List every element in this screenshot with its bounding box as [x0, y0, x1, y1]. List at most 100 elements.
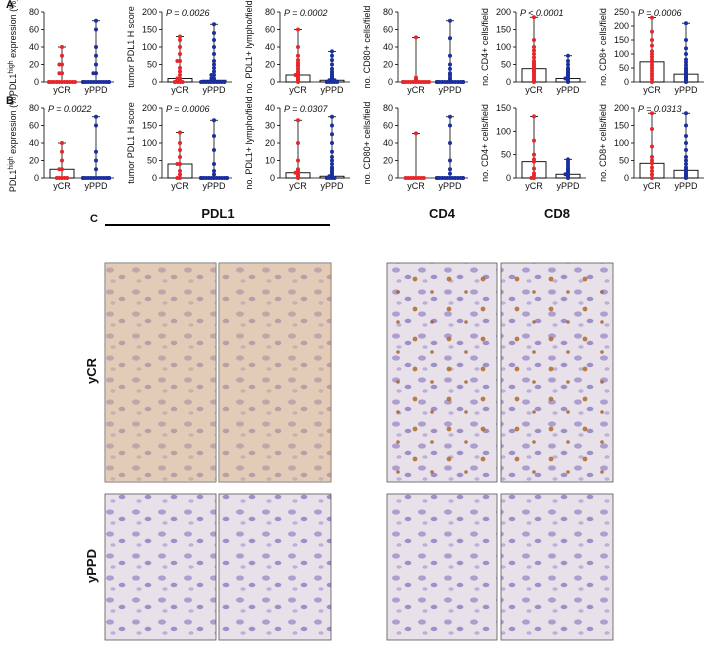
data-point	[54, 176, 59, 180]
data-point	[532, 38, 536, 42]
data-point	[435, 176, 439, 180]
data-point	[684, 57, 688, 62]
panel-label: B	[6, 95, 14, 107]
y-tick-label: 40	[265, 103, 275, 113]
subplot: no. PDL1+ lympho/field 0 20 40 60 80 P = 0.000…	[244, 0, 350, 95]
x-tick-label: yPPD	[674, 181, 698, 191]
subplot: no. CD4+ cells/field 0 50 100 150 200 P < 0.00…	[480, 7, 586, 95]
p-value: P = 0.0006	[638, 8, 681, 18]
data-point	[414, 75, 418, 80]
y-axis-label: tumor PDL1 H score	[126, 6, 136, 88]
data-point	[178, 45, 182, 49]
data-point	[212, 162, 216, 166]
data-point	[212, 31, 216, 35]
data-point	[650, 29, 654, 34]
panel-c: A B C PDL1 CD4 CD8 yCR yPPD	[6, 0, 614, 641]
y-tick-label: 0	[152, 173, 157, 183]
p-value: P = 0.0006	[166, 104, 209, 114]
y-tick-label: 50	[147, 60, 157, 70]
data-point	[650, 57, 654, 62]
y-tick-label: 80	[29, 7, 39, 17]
y-tick-label: 40	[383, 138, 393, 148]
y-tick-label: 0	[624, 173, 629, 183]
data-point	[330, 58, 334, 63]
x-tick-label: yCR	[53, 85, 71, 95]
y-tick-label: 80	[29, 103, 39, 113]
y-tick-label: 200	[142, 7, 157, 17]
data-point	[178, 172, 182, 177]
data-point	[94, 27, 98, 32]
subplot: no. CD4+ cells/field 0 50 100 150 yCR yPPD	[480, 103, 586, 191]
y-axis-label: no. CD4+ cells/field	[480, 104, 490, 182]
data-point	[684, 123, 688, 128]
data-point	[684, 148, 688, 152]
data-point	[81, 80, 85, 84]
data-point	[448, 123, 452, 128]
y-axis-label-part: no. CD80+ cells/field	[362, 102, 372, 185]
data-point	[684, 162, 688, 166]
data-point	[650, 144, 654, 149]
y-axis-label-part: PDL1	[8, 74, 18, 97]
x-tick-label: yPPD	[556, 85, 580, 95]
data-point	[532, 55, 536, 60]
data-point	[199, 176, 203, 180]
data-point	[684, 158, 688, 163]
y-tick-label: 20	[383, 60, 393, 70]
p-value: P = 0.0313	[638, 104, 681, 114]
data-point	[461, 176, 465, 180]
data-point	[684, 111, 688, 116]
y-axis-label: no. PDL1+ lympho/field	[244, 96, 254, 189]
data-point	[532, 171, 536, 176]
data-point	[529, 176, 534, 180]
x-tick-label: yPPD	[320, 181, 344, 191]
y-axis-label-part: no. CD8+ cells/field	[598, 8, 608, 86]
data-point	[199, 80, 203, 84]
y-tick-label: 150	[496, 103, 511, 113]
data-point	[330, 155, 334, 159]
data-point	[330, 141, 334, 145]
y-tick-label: 50	[501, 150, 511, 160]
subplot: PDL1high expression (%) 0 20 40 60 80 P = 0.00…	[8, 94, 114, 192]
x-tick-label: yCR	[171, 85, 189, 95]
data-point	[178, 69, 182, 74]
data-point	[94, 45, 98, 49]
y-tick-label: 80	[265, 7, 275, 17]
y-tick-label: 100	[142, 42, 157, 52]
data-point	[175, 176, 180, 180]
data-point	[175, 162, 180, 166]
data-point	[566, 59, 570, 63]
y-axis-label: no. CD4+ cells/field	[480, 8, 490, 86]
data-point	[650, 176, 654, 180]
micrograph	[386, 493, 498, 641]
data-point	[461, 80, 465, 84]
data-point	[650, 63, 654, 68]
x-tick-label: yCR	[407, 181, 425, 191]
y-tick-label: 20	[29, 156, 39, 166]
subplot: no. CD8+ cells/field 0 50 100 150 200 250 P = 0…	[598, 7, 704, 95]
data-point	[421, 176, 426, 180]
data-point	[222, 80, 227, 84]
data-point	[566, 53, 570, 58]
data-point	[448, 66, 452, 71]
data-point	[57, 71, 62, 76]
data-point	[684, 165, 688, 170]
data-point	[650, 158, 654, 163]
data-point	[427, 80, 431, 84]
data-point	[212, 52, 216, 56]
data-point	[209, 76, 214, 81]
data-point	[296, 53, 300, 58]
data-point	[414, 131, 418, 136]
data-point	[684, 60, 688, 65]
y-axis-label-part: no. CD4+ cells/field	[480, 8, 490, 86]
data-point	[212, 118, 216, 123]
stain-overlay	[219, 263, 331, 482]
y-tick-label: 50	[147, 156, 157, 166]
y-tick-label: 100	[142, 138, 157, 148]
y-tick-label: 60	[29, 121, 39, 131]
y-axis-label: no. CD80+ cells/field	[362, 102, 372, 185]
data-point	[81, 176, 85, 180]
data-point	[650, 49, 654, 54]
data-point	[684, 63, 688, 68]
data-point	[212, 69, 216, 74]
